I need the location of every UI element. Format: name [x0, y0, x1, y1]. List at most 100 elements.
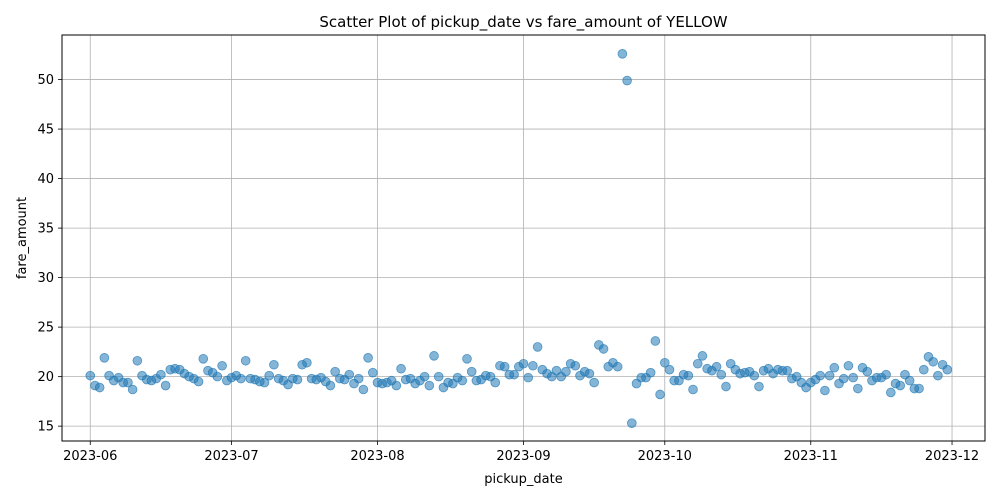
data-point — [914, 383, 924, 394]
data-point — [419, 371, 430, 382]
data-point — [942, 364, 953, 375]
data-point — [466, 366, 477, 377]
x-tick-label: 2023-11 — [784, 449, 838, 464]
data-point — [617, 49, 628, 59]
x-axis-ticks: 2023-06 2023-07 2023-08 2023-09 2023-10 2023-… — [63, 441, 979, 464]
y-tick-label: 20 — [37, 370, 54, 385]
data-point — [433, 371, 444, 382]
data-point — [363, 353, 373, 363]
data-point — [424, 380, 435, 391]
data-point — [862, 366, 873, 377]
x-tick-label: 2023-09 — [496, 449, 550, 464]
data-point — [881, 369, 891, 380]
x-tick-label: 2023-10 — [638, 449, 692, 464]
data-point — [824, 370, 835, 381]
data-point — [655, 389, 665, 400]
data-point — [664, 364, 675, 375]
data-point — [721, 381, 731, 392]
data-point — [391, 380, 402, 391]
data-point — [264, 370, 275, 381]
data-point — [782, 365, 793, 376]
data-point — [236, 373, 246, 384]
data-point — [132, 355, 143, 366]
y-tick-label: 45 — [37, 123, 54, 138]
data-point — [457, 375, 468, 386]
data-point — [99, 353, 110, 363]
data-point — [368, 367, 378, 378]
data-point — [462, 354, 472, 364]
x-tick-label: 2023-12 — [925, 449, 979, 464]
data-point — [895, 380, 906, 391]
data-point — [212, 371, 223, 382]
x-tick-label: 2023-08 — [350, 449, 404, 464]
data-point — [683, 370, 694, 381]
data-point — [358, 384, 369, 395]
data-point — [584, 368, 595, 379]
x-axis-label: pickup_date — [484, 472, 562, 487]
data-point — [650, 336, 661, 346]
data-point — [85, 370, 96, 381]
grid-lines — [62, 35, 985, 441]
y-tick-label: 40 — [37, 172, 54, 187]
data-point — [269, 359, 279, 370]
data-point — [259, 377, 270, 388]
y-tick-label: 15 — [37, 420, 54, 435]
data-point — [292, 374, 303, 385]
y-axis-ticks: 15 20 25 30 35 40 45 50 — [37, 73, 62, 435]
data-point — [353, 373, 364, 384]
data-point — [570, 360, 581, 371]
data-point — [933, 370, 943, 381]
y-tick-label: 25 — [37, 321, 54, 336]
data-point — [716, 369, 727, 380]
x-tick-label: 2023-07 — [204, 449, 258, 464]
data-point — [160, 380, 171, 391]
data-point — [711, 361, 722, 372]
data-point — [627, 418, 637, 428]
data-point — [928, 356, 938, 367]
data-point — [886, 387, 896, 398]
data-point — [820, 385, 830, 396]
data-point — [848, 372, 858, 383]
data-point — [843, 360, 854, 371]
data-point — [217, 360, 227, 371]
data-point — [193, 376, 204, 387]
data-point — [749, 370, 760, 381]
data-point — [429, 351, 439, 361]
data-point — [123, 377, 133, 388]
data-point — [815, 370, 825, 381]
data-point — [622, 75, 632, 86]
data-point — [688, 384, 698, 395]
y-axis-label: fare_amount — [15, 197, 30, 279]
data-points — [85, 49, 953, 428]
data-point — [330, 366, 340, 377]
chart-title: Scatter Plot of pickup_date vs fare_amou… — [319, 13, 727, 32]
data-point — [692, 358, 703, 369]
data-point — [302, 357, 312, 368]
data-point — [127, 384, 138, 395]
data-point — [645, 367, 656, 378]
data-point — [561, 366, 571, 377]
data-point — [240, 355, 251, 366]
data-point — [612, 361, 623, 372]
data-point — [396, 363, 406, 374]
data-point — [754, 381, 764, 392]
data-point — [156, 369, 166, 380]
data-point — [344, 369, 355, 380]
data-point — [598, 344, 609, 354]
data-point — [523, 372, 534, 383]
data-point — [829, 362, 840, 373]
data-point — [838, 373, 849, 384]
y-tick-label: 35 — [37, 222, 54, 237]
data-point — [589, 377, 599, 388]
data-point — [94, 382, 105, 393]
data-point — [518, 358, 529, 369]
data-point — [499, 361, 510, 372]
data-point — [904, 375, 915, 386]
data-point — [509, 369, 519, 380]
data-point — [528, 360, 538, 371]
data-point — [490, 377, 501, 388]
data-point — [918, 364, 929, 375]
data-point — [532, 342, 543, 352]
